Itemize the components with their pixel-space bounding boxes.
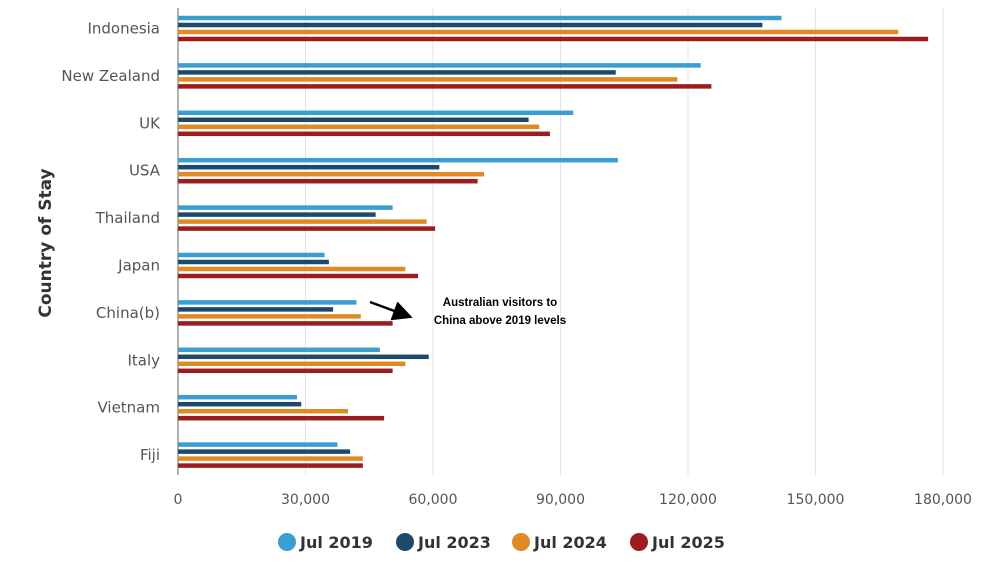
bar-japan-jul-2024	[178, 266, 406, 272]
category-labels: Indonesia New Zealand UK USA Thailand Japan Ch…	[61, 20, 161, 465]
bar-japan-jul-2023	[178, 259, 329, 265]
bar-fiji-jul-2023	[178, 449, 351, 454]
bar-italy-jul-2024	[178, 361, 406, 367]
bar-indonesia-jul-2025	[178, 36, 929, 42]
bar-thailand-jul-2019	[178, 205, 393, 210]
bar-indonesia-jul-2023	[178, 22, 763, 28]
bar-china-b--jul-2025	[178, 321, 393, 326]
category-label: Fiji	[140, 446, 160, 464]
bar-indonesia-jul-2024	[178, 29, 899, 35]
category-label: USA	[129, 162, 161, 180]
legend-swatch	[278, 533, 296, 551]
bar-china-b--jul-2023	[178, 307, 334, 312]
category-label: UK	[139, 114, 161, 132]
bar-thailand-jul-2023	[178, 212, 376, 217]
x-tick-label: 0	[174, 492, 183, 508]
x-tick-label: 90,000	[536, 492, 585, 508]
bar-vietnam-jul-2023	[178, 401, 302, 407]
bar-uk-jul-2023	[178, 117, 529, 123]
x-tick-labels: 0 30,000 60,000 90,000 120,000 150,000 180,000	[174, 492, 972, 508]
bar-vietnam-jul-2025	[178, 415, 385, 421]
legend-label: Jul 2025	[651, 533, 725, 552]
bar-italy-jul-2019	[178, 347, 380, 353]
legend-swatch	[396, 533, 414, 551]
bar-fiji-jul-2025	[178, 463, 363, 468]
legend-label: Jul 2023	[417, 533, 491, 552]
x-tick-label: 30,000	[281, 492, 330, 508]
x-tick-label: 120,000	[659, 492, 717, 508]
legend: Jul 2019 Jul 2023 Jul 2024 Jul 2025	[278, 533, 725, 552]
category-label: China(b)	[96, 304, 160, 322]
bar-fiji-jul-2024	[178, 456, 363, 461]
bar-usa-jul-2025	[178, 178, 478, 184]
annotation-arrow	[369, 300, 413, 321]
category-label: Vietnam	[97, 399, 160, 417]
bar-indonesia-jul-2019	[178, 15, 782, 21]
bar-new-zealand-jul-2025	[178, 84, 712, 89]
bar-japan-jul-2025	[178, 273, 419, 279]
x-tick-label: 180,000	[914, 492, 972, 508]
legend-swatch	[630, 533, 648, 551]
annotation: Australian visitors to China above 2019 …	[369, 297, 566, 327]
annotation-line-2: China above 2019 levels	[434, 315, 566, 327]
bar-fiji-jul-2019	[178, 442, 338, 447]
legend-label: Jul 2019	[299, 533, 373, 552]
bar-usa-jul-2024	[178, 171, 484, 177]
legend-label: Jul 2024	[533, 533, 607, 552]
bar-italy-jul-2023	[178, 354, 429, 360]
bar-new-zealand-jul-2019	[178, 63, 701, 68]
bar-new-zealand-jul-2023	[178, 70, 616, 75]
bar-thailand-jul-2024	[178, 219, 427, 224]
bar-uk-jul-2019	[178, 110, 574, 116]
x-tick-label: 60,000	[409, 492, 458, 508]
bar-usa-jul-2023	[178, 164, 440, 170]
y-axis-title: Country of Stay	[36, 168, 56, 317]
x-tick-label: 150,000	[787, 492, 845, 508]
category-label: Japan	[117, 257, 160, 275]
bar-italy-jul-2025	[178, 368, 393, 374]
bar-vietnam-jul-2024	[178, 408, 348, 414]
bar-uk-jul-2025	[178, 131, 550, 137]
bars	[178, 15, 929, 468]
annotation-line-1: Australian visitors to	[443, 297, 557, 309]
category-label: Indonesia	[87, 20, 160, 38]
category-label: Italy	[127, 351, 160, 369]
bar-new-zealand-jul-2024	[178, 77, 678, 82]
category-label: New Zealand	[61, 67, 160, 85]
bar-china-b--jul-2024	[178, 314, 361, 319]
bar-japan-jul-2019	[178, 252, 325, 258]
bar-china-b--jul-2019	[178, 300, 357, 305]
bar-vietnam-jul-2019	[178, 394, 297, 400]
category-label: Thailand	[95, 209, 160, 227]
bar-thailand-jul-2025	[178, 226, 436, 231]
bar-usa-jul-2019	[178, 157, 618, 163]
legend-swatch	[512, 533, 530, 551]
bar-uk-jul-2024	[178, 124, 540, 130]
